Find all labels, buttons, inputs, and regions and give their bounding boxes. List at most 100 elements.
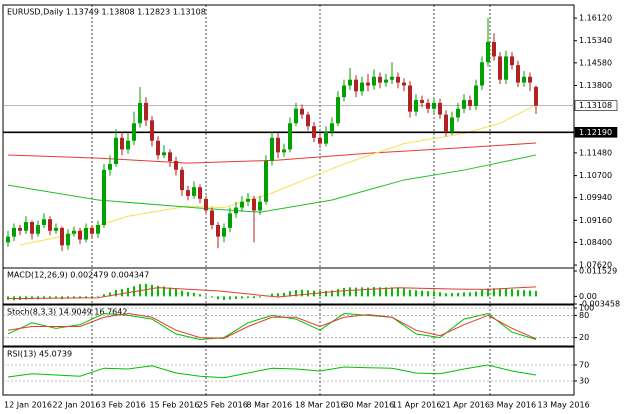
y-tick-label: 20 — [579, 333, 589, 342]
candle-body — [336, 97, 340, 124]
x-tick-label: 30 Mar 2016 — [344, 401, 395, 410]
macd-bar — [391, 287, 393, 297]
panel-title: Stoch(8,3,3) 14.9049 16.7642 — [7, 308, 127, 317]
candle-body — [90, 227, 94, 234]
macd-bar — [247, 296, 249, 298]
candle-body — [402, 82, 406, 86]
candle-body — [408, 85, 412, 112]
macd-bar — [217, 296, 219, 300]
x-tick-label: 3 Feb 2016 — [101, 401, 146, 410]
candle-body — [24, 222, 28, 231]
candle-body — [312, 126, 316, 138]
candle-body — [156, 140, 160, 156]
candle-body — [216, 224, 220, 237]
candle-body — [306, 114, 310, 127]
y-tick-label: 1.09160 — [579, 216, 612, 225]
macd-bar — [481, 290, 483, 297]
macd-bar — [445, 293, 447, 297]
y-tick-label: 1.13800 — [579, 81, 612, 90]
macd-bar — [337, 289, 339, 297]
macd-bar — [361, 287, 363, 297]
y-tick-label: 0.011529 — [579, 267, 617, 276]
candle-body — [252, 198, 256, 211]
macd-bar — [43, 296, 45, 299]
x-tick-label: 22 Jan 2016 — [53, 401, 101, 410]
macd-bar — [415, 290, 417, 297]
macd-bar — [283, 292, 285, 297]
macd-bar — [229, 296, 231, 300]
macd-bar — [403, 288, 405, 297]
macd-bar — [241, 296, 243, 299]
candle-body — [210, 210, 214, 225]
indicator-line — [7, 313, 537, 340]
candle-body — [468, 100, 472, 106]
candle-body — [30, 222, 34, 234]
candle-body — [318, 137, 322, 144]
candle-body — [528, 76, 532, 83]
macd-bar — [91, 296, 93, 298]
macd-bar — [529, 290, 531, 297]
macd-bar — [301, 289, 303, 297]
macd-bar — [493, 288, 495, 297]
macd-bar — [223, 296, 225, 300]
macd-bar — [193, 292, 195, 297]
moving-average — [19, 104, 537, 246]
macd-bar — [487, 288, 489, 297]
macd-bar — [409, 289, 411, 297]
candle-body — [438, 102, 442, 115]
candle-body — [66, 233, 70, 246]
y-tick-label: 30 — [579, 377, 589, 386]
candle-body — [126, 140, 130, 150]
macd-bar — [457, 292, 459, 297]
macd-bar — [187, 291, 189, 297]
candle-body — [6, 236, 10, 243]
candle-body — [420, 100, 424, 103]
candle-body — [498, 56, 502, 80]
macd-bar — [379, 287, 381, 297]
moving-average — [7, 142, 537, 164]
x-tick-label: 15 Feb 2016 — [150, 401, 200, 410]
candle-body — [480, 62, 484, 86]
macd-bar — [235, 296, 237, 300]
y-tick-label: 1.14580 — [579, 58, 612, 67]
macd-bar — [373, 287, 375, 297]
candle-body — [162, 152, 166, 156]
price-label: 1.12190 — [579, 128, 612, 137]
candle-body — [348, 79, 352, 86]
macd-bar — [163, 286, 165, 297]
y-tick-label: 80 — [579, 311, 589, 320]
price-label-box — [574, 100, 618, 111]
y-tick-label: 1.15340 — [579, 36, 612, 45]
candle-body — [150, 120, 154, 141]
candle-body — [246, 198, 250, 202]
indicator-line — [7, 364, 537, 379]
macd-bar — [115, 290, 117, 297]
panel-frame — [2, 304, 575, 347]
panel-frame — [2, 346, 575, 396]
macd-bar — [343, 288, 345, 297]
candle-body — [516, 65, 520, 83]
candle-body — [204, 198, 208, 211]
macd-bar — [397, 287, 399, 297]
candle-body — [414, 100, 418, 112]
panel-frame — [2, 267, 575, 305]
panel-title: EURUSD,Daily 1.13749 1.13808 1.12823 1.1… — [7, 8, 206, 17]
macd-bar — [253, 296, 255, 299]
macd-bar — [505, 288, 507, 297]
macd-bar — [535, 290, 537, 297]
candle-body — [300, 108, 304, 115]
candle-body — [504, 56, 508, 80]
candle-body — [378, 76, 382, 83]
macd-bar — [127, 287, 129, 297]
macd-bar — [97, 296, 99, 298]
macd-bar — [103, 294, 105, 297]
y-tick-label: 70 — [579, 361, 589, 370]
candle-body — [372, 76, 376, 86]
candle-body — [72, 230, 76, 234]
candle-body — [144, 102, 148, 121]
macd-bar — [73, 296, 75, 299]
macd-bar — [151, 284, 153, 297]
macd-bar — [475, 291, 477, 297]
